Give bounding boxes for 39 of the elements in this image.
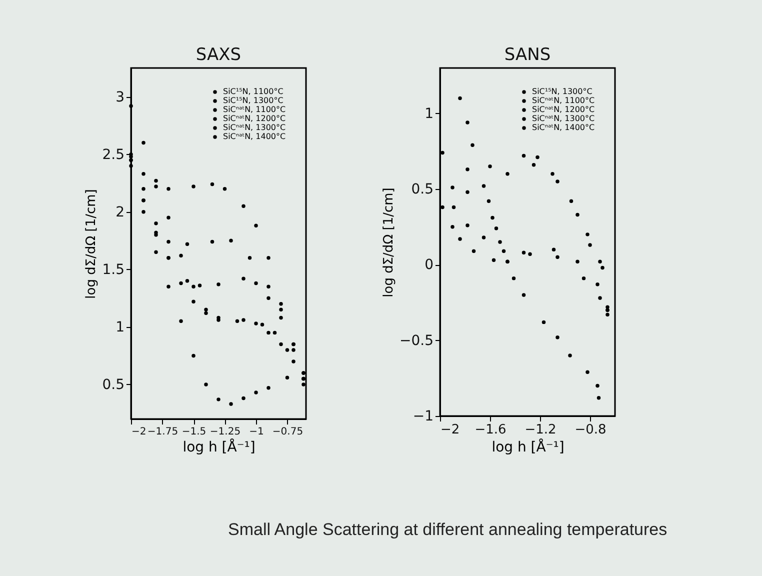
x-tick-label: −2: [132, 426, 146, 438]
x-tick-label: −1.6: [474, 422, 506, 438]
x-tick-label: −1.25: [210, 426, 241, 438]
legend-label: SiCⁿᵃᵗN, 1400°C: [532, 123, 595, 132]
legend-label: SiCⁿᵃᵗN, 1300°C: [223, 123, 286, 132]
x-tick-label: −1.75: [147, 426, 178, 438]
y-tick-label: 2.5: [102, 146, 124, 163]
legend-label: SiC¹⁵N, 1300°C: [223, 96, 284, 105]
y-tick-label: 1: [424, 106, 434, 122]
x-tick-label: −1.2: [524, 422, 556, 438]
legend-label: SiC¹⁵N, 1100°C: [223, 87, 284, 96]
legend-label: SiCⁿᵃᵗN, 1300°C: [532, 114, 595, 123]
x-axis-title: log h [Å⁻¹]: [492, 438, 564, 456]
legend-label: SiCⁿᵃᵗN, 1200°C: [532, 105, 595, 114]
y-tick-label: −1: [412, 408, 434, 424]
x-tick-label: −1: [249, 426, 264, 438]
y-axis-title: log dΣ/dΩ [1/cm]: [84, 189, 100, 299]
legend-label: SiCⁿᵃᵗN, 1400°C: [223, 132, 286, 141]
x-tick-label: −0.8: [574, 422, 606, 438]
y-tick-label: 1: [116, 319, 124, 336]
y-axis-title: log dΣ/dΩ [1/cm]: [382, 188, 397, 298]
text: Small Angle Scattering at different annealing temperatures: [227, 520, 668, 540]
legend-label: SiCⁿᵃᵗN, 1200°C: [223, 114, 286, 123]
y-tick-label: 3: [116, 89, 124, 106]
legend-label: SiCⁿᵃᵗN, 1100°C: [532, 96, 595, 105]
legend-label: SiCⁿᵃᵗN, 1100°C: [223, 105, 286, 114]
x-tick-label: −2: [440, 422, 460, 438]
chart-title: SANS: [504, 45, 551, 65]
y-tick-label: −0.5: [400, 332, 434, 349]
x-axis-title: log h [Å⁻¹]: [182, 438, 256, 456]
y-tick-label: 0.5: [411, 182, 434, 198]
y-tick-label: 0: [424, 257, 434, 274]
legend-label: SiC¹⁵N, 1300°C: [532, 87, 593, 96]
y-tick-label: 1.5: [102, 262, 124, 278]
x-tick-label: −1.5: [182, 426, 206, 438]
chart-title: SAXS: [196, 45, 242, 65]
y-tick-label: 2: [116, 204, 124, 220]
y-tick-label: 0.5: [102, 376, 124, 393]
x-tick-label: −0.75: [272, 426, 304, 438]
